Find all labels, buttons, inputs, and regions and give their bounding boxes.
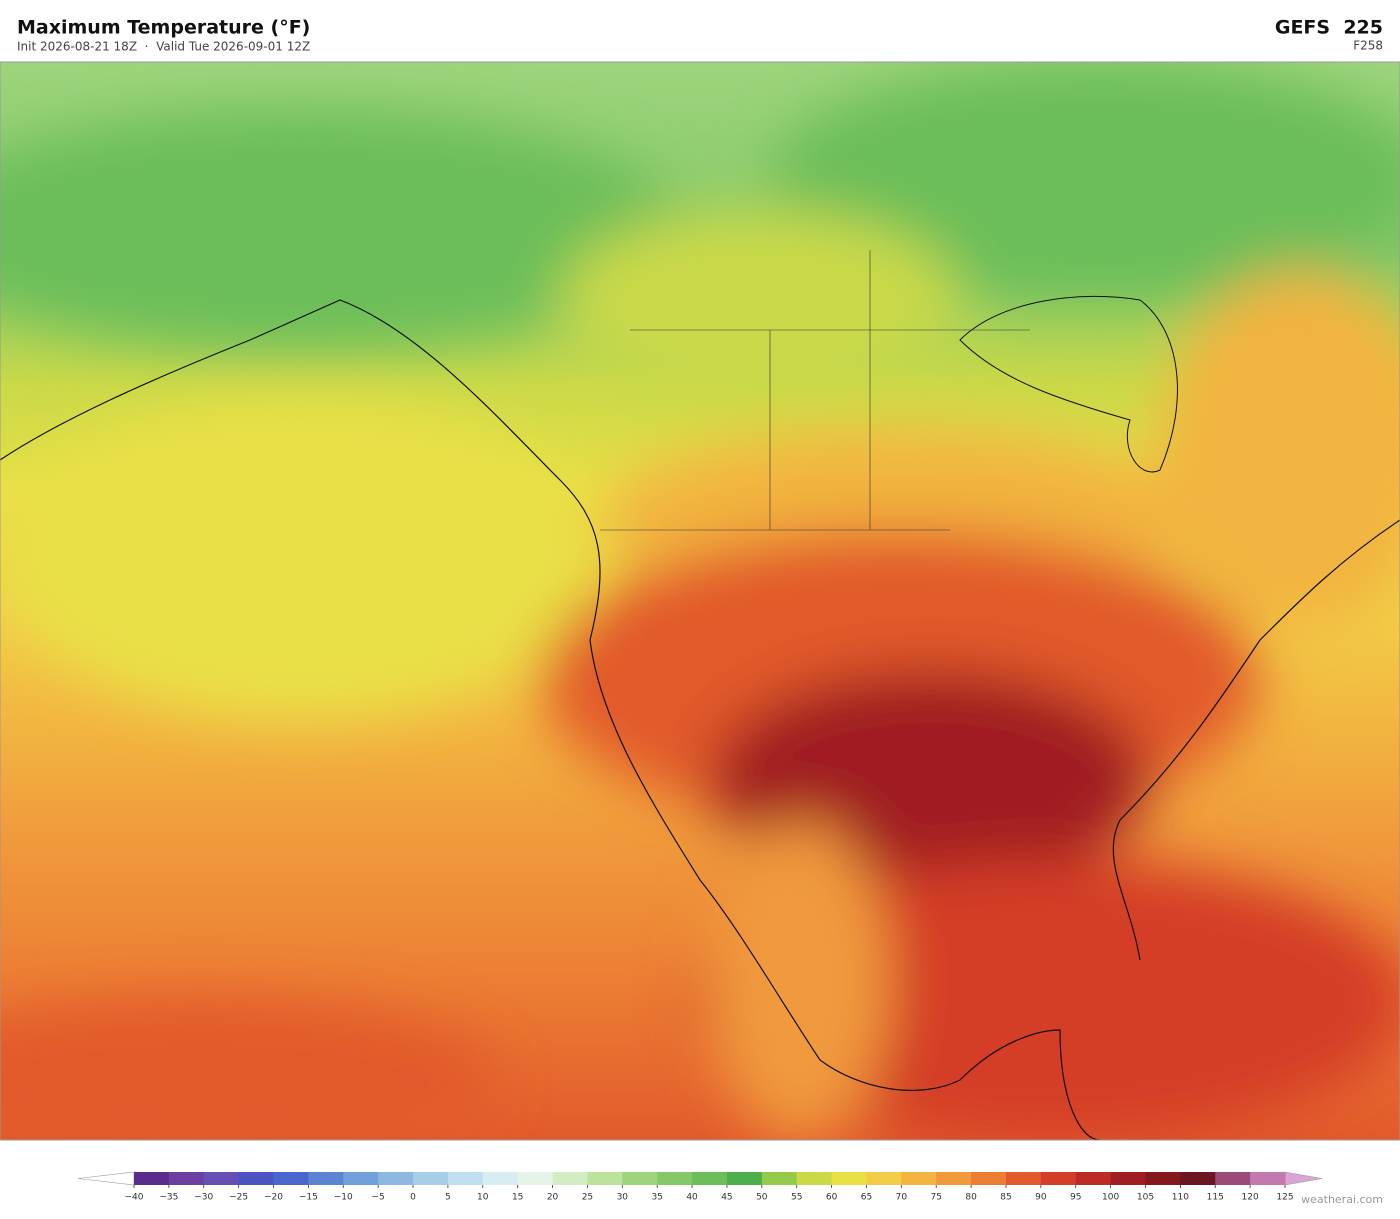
colorbar-tick-label: 110 <box>1172 1193 1189 1203</box>
colorbar-swatch <box>413 1172 449 1185</box>
colorbar-tick-label: 25 <box>582 1193 593 1203</box>
colorbar-swatch <box>1005 1172 1042 1185</box>
colorbar-tick-label: 90 <box>1035 1193 1047 1203</box>
colorbar-swatch <box>936 1172 972 1185</box>
credit: weatherai.com <box>1301 1193 1383 1206</box>
colorbar-swatch <box>831 1172 867 1185</box>
colorbar-over <box>1284 1171 1323 1186</box>
colorbar-tick-label: 35 <box>651 1193 662 1203</box>
colorbar-swatch <box>901 1172 937 1185</box>
colorbar-tick-label: 45 <box>721 1193 732 1203</box>
colorbar-tick-label: −40 <box>125 1193 144 1203</box>
colorbar-tick-label: −15 <box>299 1193 318 1203</box>
colorbar-swatch <box>1040 1172 1077 1185</box>
colorbar-tick-label: −20 <box>264 1193 283 1203</box>
colorbar-swatch <box>447 1172 484 1185</box>
colorbar-tick-label: −25 <box>229 1193 248 1203</box>
colorbar-swatch <box>866 1172 902 1185</box>
colorbar-tick-label: −35 <box>159 1193 178 1203</box>
colorbar-swatch <box>482 1172 519 1185</box>
colorbar-swatch <box>343 1172 379 1185</box>
colorbar-tick-label: 15 <box>512 1193 523 1203</box>
map <box>0 62 1400 1140</box>
colorbar-tick-label: 85 <box>1000 1193 1011 1203</box>
colorbar-tick-label: 60 <box>826 1193 838 1203</box>
colorbar-swatch <box>622 1172 658 1185</box>
model: GEFS 225 <box>1275 17 1383 39</box>
colorbar-swatch <box>692 1172 728 1185</box>
colorbar-swatch <box>1075 1172 1112 1185</box>
colorbar-swatch <box>796 1172 833 1185</box>
colorbar-swatch <box>971 1172 1007 1185</box>
colorbar-tick-label: −30 <box>194 1193 213 1203</box>
colorbar-swatch <box>587 1172 623 1185</box>
colorbar-tick-label: 75 <box>930 1193 941 1203</box>
title: Maximum Temperature (°F) <box>17 17 310 39</box>
colorbar-swatch <box>1145 1172 1181 1185</box>
subtitle: Init 2026-08-21 18Z · Valid Tue 2026-09-… <box>17 40 310 54</box>
colorbar-tick-label: 125 <box>1276 1193 1293 1203</box>
colorbar-swatch <box>657 1172 693 1185</box>
colorbar-swatch <box>552 1172 588 1185</box>
colorbar-tick-label: 30 <box>617 1193 629 1203</box>
colorbar-tick-label: 5 <box>445 1193 451 1203</box>
colorbar-swatch <box>1250 1172 1286 1185</box>
forecast-hour: F258 <box>1353 39 1383 53</box>
colorbar-swatch <box>1215 1172 1251 1185</box>
colorbar-swatch <box>517 1172 554 1185</box>
colorbar-swatch <box>378 1172 414 1185</box>
colorbar-tick-label: 55 <box>791 1193 802 1203</box>
colorbar-swatch <box>1180 1172 1216 1185</box>
colorbar-swatch <box>1110 1172 1146 1185</box>
colorbar-tick-label: −10 <box>334 1193 353 1203</box>
colorbar-tick-label: 10 <box>477 1193 489 1203</box>
colorbar-tick-label: 20 <box>547 1193 559 1203</box>
colorbar-tick-label: 115 <box>1207 1193 1224 1203</box>
colorbar-swatch <box>761 1172 798 1185</box>
colorbar-swatch <box>726 1172 763 1185</box>
colorbar-tick-label: 50 <box>756 1193 768 1203</box>
colorbar-tick-label: 70 <box>896 1193 908 1203</box>
colorbar: −40 −35 −30 −25 −20 −15 −10 −5 0 5 10 15 20 25 30 35 40 4… <box>77 1171 1323 1203</box>
colorbar-swatch <box>203 1172 240 1185</box>
colorbar-tick-label: −5 <box>372 1193 385 1203</box>
colorbar-swatch <box>168 1172 205 1185</box>
colorbar-tick-label: 95 <box>1070 1193 1081 1203</box>
colorbar-swatch <box>308 1172 344 1185</box>
colorbar-swatch <box>238 1172 275 1185</box>
colorbar-tick-label: 120 <box>1242 1193 1259 1203</box>
colorbar-tick-label: 40 <box>686 1193 698 1203</box>
colorbar-tick-label: 80 <box>965 1193 977 1203</box>
colorbar-tick-label: 0 <box>410 1193 416 1203</box>
colorbar-swatch <box>273 1172 309 1185</box>
colorbar-tick-label: 105 <box>1137 1193 1154 1203</box>
colorbar-tick-label: 100 <box>1102 1193 1119 1203</box>
colorbar-tick-label: 65 <box>861 1193 872 1203</box>
colorbar-under <box>77 1171 135 1186</box>
colorbar-swatch <box>134 1172 170 1185</box>
